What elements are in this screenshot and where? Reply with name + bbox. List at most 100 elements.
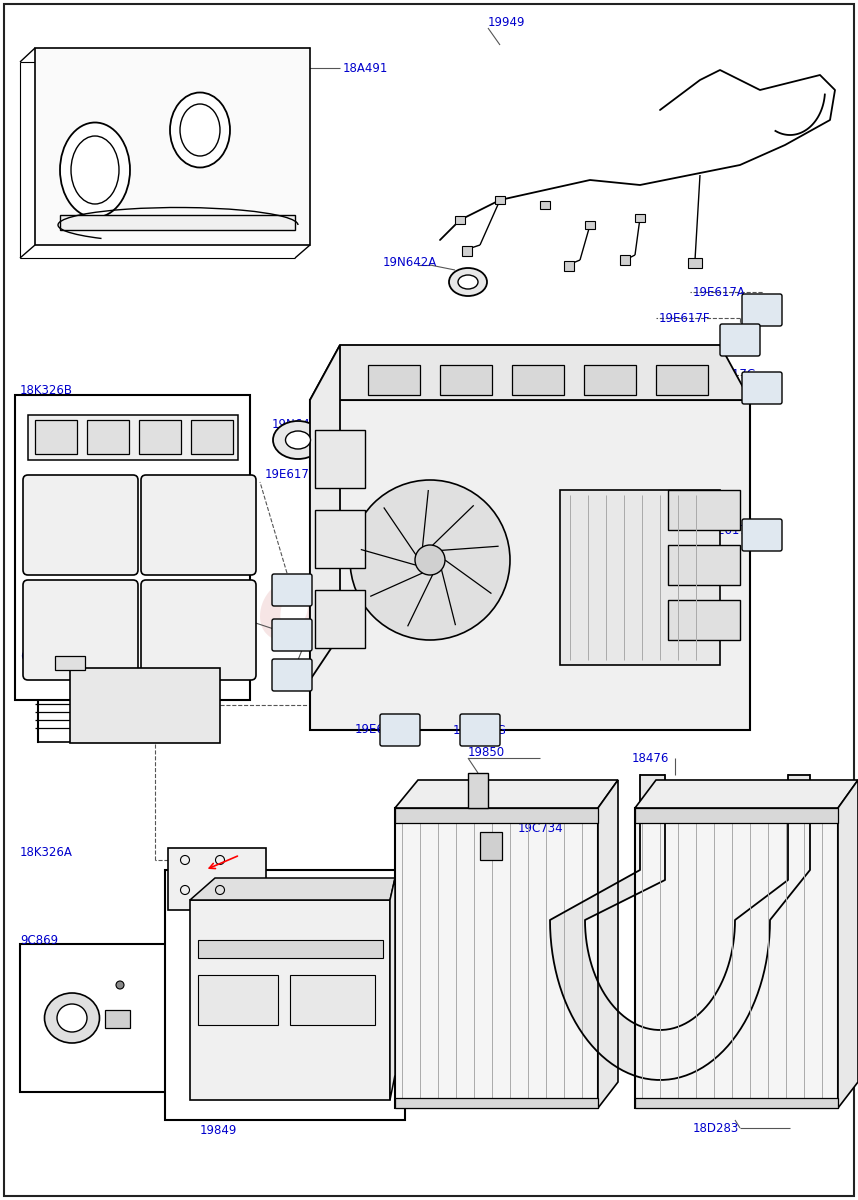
FancyBboxPatch shape	[141, 475, 256, 575]
Text: 6A051: 6A051	[20, 649, 57, 662]
Polygon shape	[310, 400, 750, 730]
Bar	[462, 246, 472, 256]
Bar	[635, 808, 838, 823]
Polygon shape	[635, 780, 858, 808]
FancyBboxPatch shape	[23, 475, 138, 575]
Text: 19E617H: 19E617H	[703, 523, 757, 536]
Polygon shape	[440, 365, 492, 395]
Text: 18A491: 18A491	[343, 61, 389, 74]
Bar	[668, 490, 740, 530]
FancyBboxPatch shape	[742, 518, 782, 551]
Text: 19E617J: 19E617J	[355, 724, 403, 737]
Text: 19E617E: 19E617E	[265, 468, 317, 481]
Bar	[668, 545, 740, 584]
FancyBboxPatch shape	[720, 324, 760, 356]
Polygon shape	[28, 415, 238, 460]
Polygon shape	[190, 878, 395, 900]
Text: Guide: Guide	[341, 634, 659, 726]
Polygon shape	[35, 48, 310, 245]
FancyBboxPatch shape	[380, 714, 420, 746]
Ellipse shape	[415, 545, 445, 575]
Text: Solide: Solide	[176, 557, 564, 664]
Polygon shape	[838, 780, 858, 1108]
Ellipse shape	[449, 268, 487, 296]
Ellipse shape	[273, 421, 323, 458]
Bar	[198, 974, 278, 1025]
Text: 19949: 19949	[488, 16, 525, 29]
Text: 19E617A: 19E617A	[693, 286, 746, 299]
Text: 19E617F: 19E617F	[659, 312, 710, 324]
Ellipse shape	[458, 275, 478, 289]
Text: 19E617C: 19E617C	[703, 368, 756, 382]
FancyBboxPatch shape	[23, 580, 138, 680]
FancyBboxPatch shape	[460, 714, 500, 746]
Bar	[395, 808, 598, 823]
Polygon shape	[512, 365, 564, 395]
Polygon shape	[635, 808, 838, 1108]
Ellipse shape	[116, 982, 124, 989]
Polygon shape	[598, 780, 618, 1108]
Text: 19E617G: 19E617G	[453, 724, 507, 737]
Text: 19850: 19850	[468, 745, 505, 758]
FancyBboxPatch shape	[272, 574, 312, 606]
Polygon shape	[60, 215, 295, 230]
Bar	[635, 1098, 838, 1108]
Text: 19E617D: 19E617D	[313, 618, 367, 631]
Bar	[315, 510, 365, 568]
Bar	[35, 420, 77, 454]
FancyBboxPatch shape	[742, 372, 782, 404]
Bar	[668, 600, 740, 640]
Text: 18K326A: 18K326A	[20, 846, 73, 858]
Bar	[168, 848, 266, 910]
Text: 19N642A: 19N642A	[383, 256, 438, 269]
Bar	[70, 668, 220, 743]
Bar	[55, 656, 85, 670]
Polygon shape	[584, 365, 636, 395]
Bar	[468, 773, 488, 808]
Text: 19849: 19849	[200, 1123, 238, 1136]
Polygon shape	[310, 346, 340, 680]
Ellipse shape	[45, 994, 100, 1043]
Polygon shape	[395, 780, 618, 808]
Bar	[635, 214, 645, 222]
Polygon shape	[368, 365, 420, 395]
Polygon shape	[310, 346, 750, 400]
Bar	[564, 260, 574, 271]
Polygon shape	[190, 900, 390, 1100]
Ellipse shape	[60, 122, 130, 217]
FancyBboxPatch shape	[272, 619, 312, 650]
Bar	[620, 254, 630, 265]
Ellipse shape	[180, 104, 220, 156]
Bar	[290, 974, 375, 1025]
Bar	[585, 221, 595, 229]
Bar	[315, 430, 365, 488]
FancyBboxPatch shape	[141, 580, 256, 680]
Ellipse shape	[57, 1004, 87, 1032]
Text: 9C869: 9C869	[20, 934, 58, 947]
Bar	[455, 216, 465, 224]
Ellipse shape	[71, 136, 119, 204]
Ellipse shape	[350, 480, 510, 640]
Polygon shape	[390, 878, 395, 1100]
Text: 18D283: 18D283	[693, 1122, 740, 1134]
Bar	[495, 196, 505, 204]
Bar	[560, 490, 720, 665]
Bar	[540, 200, 550, 209]
Polygon shape	[395, 808, 598, 1108]
Bar	[20, 944, 168, 1092]
Ellipse shape	[286, 431, 311, 449]
Bar	[15, 395, 250, 700]
Bar	[480, 832, 502, 860]
Bar	[139, 420, 181, 454]
Text: 19E617B: 19E617B	[150, 601, 203, 614]
Ellipse shape	[170, 92, 230, 168]
Bar	[198, 940, 383, 958]
Bar	[165, 870, 405, 1120]
Bar	[688, 258, 702, 268]
Text: 18K326B: 18K326B	[20, 384, 73, 396]
Polygon shape	[550, 775, 810, 1080]
FancyBboxPatch shape	[742, 294, 782, 326]
Text: 18476: 18476	[632, 751, 669, 764]
Polygon shape	[656, 365, 708, 395]
Bar	[315, 590, 365, 648]
